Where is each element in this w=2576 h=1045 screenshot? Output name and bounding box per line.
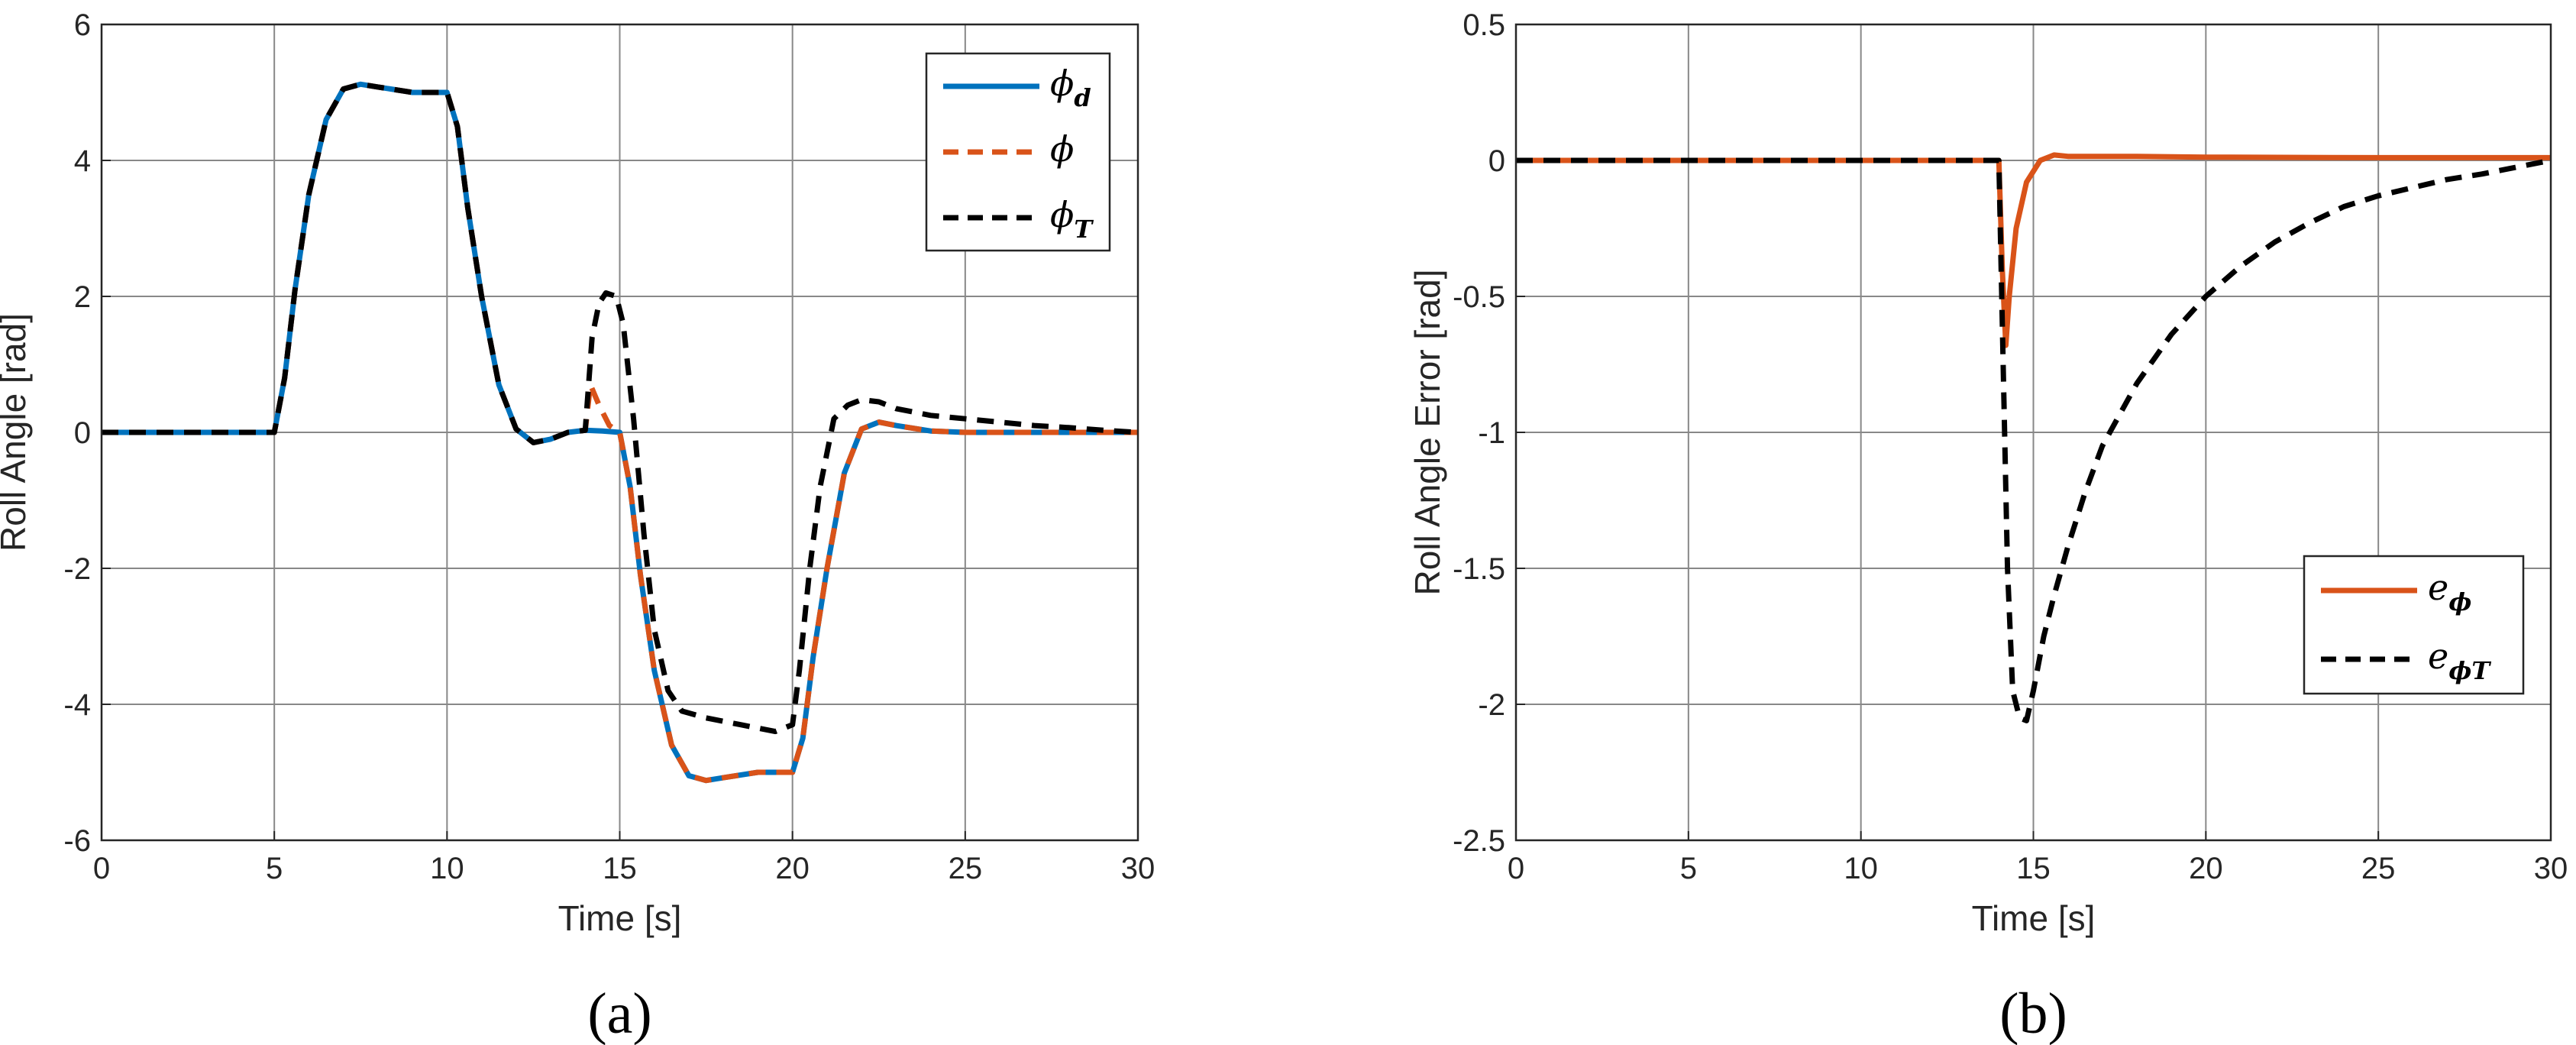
- y-axis-label: Roll Angle [rad]: [0, 313, 33, 552]
- x-tick-label: 30: [2534, 852, 2568, 885]
- series-line-1: [102, 81, 1138, 784]
- legend-subscript: ϕT: [2448, 656, 2491, 685]
- x-tick-label: 30: [1121, 852, 1155, 885]
- legend-entry-0: ϕd: [1050, 63, 1091, 112]
- legend-entry-2: ϕT: [1050, 194, 1094, 244]
- x-axis-label: Time [s]: [1972, 898, 2096, 938]
- x-tick-label: 15: [603, 852, 637, 885]
- y-tick-label: -2: [63, 552, 91, 586]
- y-tick-label: -1.5: [1453, 552, 1505, 586]
- series-line-0: [1516, 152, 2551, 348]
- x-tick-label: 0: [93, 852, 110, 885]
- y-tick-label: 0: [74, 416, 91, 450]
- panel-label: (b): [1999, 982, 2067, 1045]
- legend-entry-1: ϕ: [1050, 128, 1074, 170]
- x-axis-label: Time [s]: [558, 898, 682, 938]
- x-tick-label: 10: [1844, 852, 1878, 885]
- chart-a: 0 5 10 15 20 25 30 -6 -4 -2 0 2 4 6 Time [s] Roll Angle…: [0, 8, 1155, 1045]
- legend-subscript: T: [1074, 215, 1094, 244]
- y-tick-label: 6: [74, 8, 91, 42]
- y-tick-label: 2: [74, 280, 91, 314]
- axes-box: [100, 23, 1139, 842]
- x-tick-label: 5: [1680, 852, 1697, 885]
- x-tick-label: 15: [2016, 852, 2051, 885]
- x-tick-label: 20: [2189, 852, 2223, 885]
- legend-subscript: d: [1074, 83, 1091, 112]
- chart-b: 0 5 10 15 20 25 30 -2.5 -2 -1.5 -1 -0.5 0 0.5 Time [s]…: [1408, 8, 2568, 1045]
- y-tick-label: -2: [1478, 688, 1505, 722]
- y-tick-label: 0: [1488, 144, 1505, 178]
- y-tick-label: -2.5: [1453, 824, 1505, 858]
- panel-label: (a): [587, 982, 651, 1045]
- x-tick-label: 0: [1508, 852, 1524, 885]
- y-tick-label: 4: [74, 144, 91, 178]
- series-line-2: [102, 81, 1139, 735]
- legend-name: ϕ: [1050, 128, 1074, 170]
- x-tick-label: 10: [430, 852, 464, 885]
- y-tick-label: -4: [63, 688, 91, 722]
- x-tick-label: 5: [266, 852, 283, 885]
- x-tick-label: 25: [2361, 852, 2396, 885]
- series-line-1: [1516, 157, 2552, 723]
- x-tick-label: 20: [775, 852, 810, 885]
- axes-box: [1514, 23, 2552, 842]
- legend-entry-0: eϕ: [2428, 567, 2471, 616]
- y-tick-label: -6: [63, 824, 91, 858]
- legend-box: [2303, 555, 2525, 695]
- y-tick-label: -0.5: [1453, 280, 1505, 314]
- legend-name: ϕ: [1050, 63, 1074, 104]
- y-tick-label: 0.5: [1463, 8, 1505, 42]
- legend-name: e: [2428, 567, 2448, 608]
- legend-name: e: [2428, 636, 2448, 677]
- legend-name: ϕ: [1050, 194, 1074, 235]
- legend-entry-1: eϕT: [2428, 636, 2491, 685]
- y-axis-label: Roll Angle Error [rad]: [1408, 270, 1447, 596]
- y-tick-label: -1: [1478, 416, 1505, 450]
- legend-subscript: ϕ: [2448, 587, 2471, 616]
- x-tick-label: 25: [949, 852, 983, 885]
